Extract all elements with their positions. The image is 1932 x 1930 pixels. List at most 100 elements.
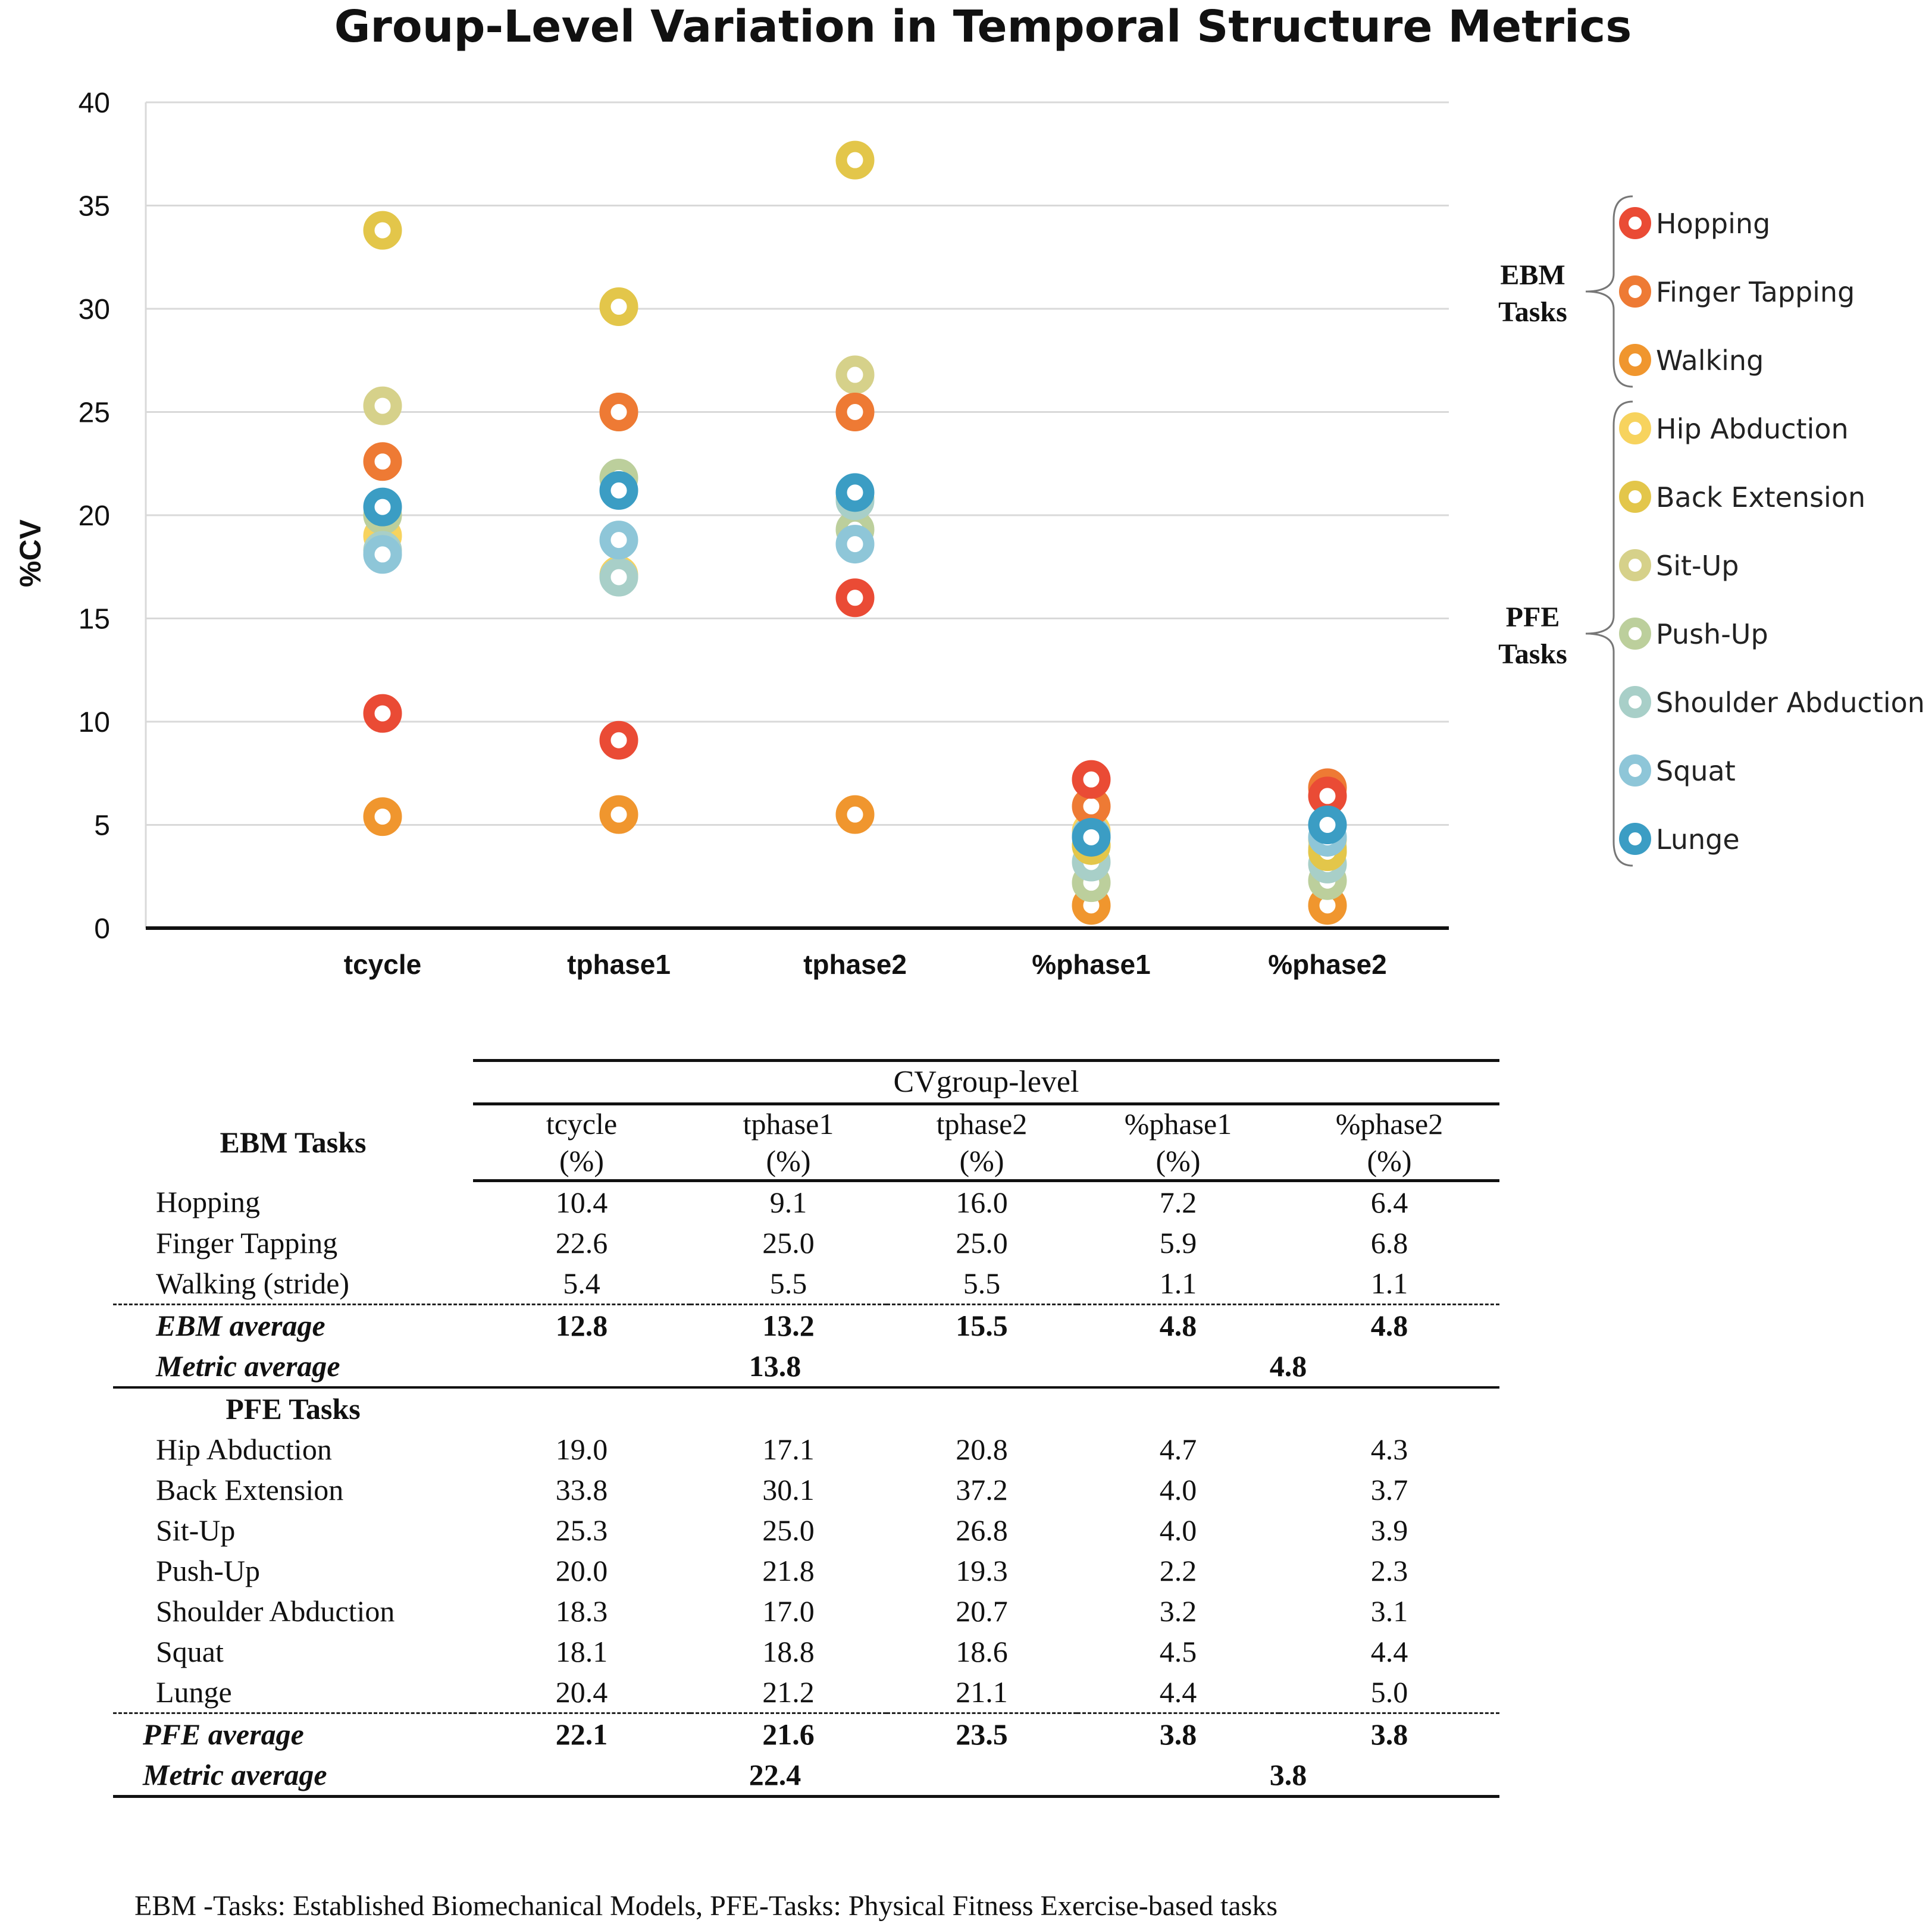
value-cell: 25.0 xyxy=(762,1226,815,1259)
y-tick-label: 15 xyxy=(79,604,110,635)
column-header-name: tphase1 xyxy=(743,1107,834,1141)
value-cell: 19.0 xyxy=(555,1433,608,1466)
row-label: EBM average xyxy=(113,1304,473,1346)
column-header: tphase2 (%) xyxy=(887,1104,1077,1182)
legend-marker xyxy=(1619,275,1651,308)
ebm-average-row: EBM average 12.8 13.2 15.5 4.8 4.8 xyxy=(113,1304,1499,1346)
value-cell: 21.1 xyxy=(956,1675,1008,1709)
row-label: Metric average xyxy=(113,1754,473,1798)
value-cell: 4.7 xyxy=(1159,1433,1197,1466)
row-label: Metric average xyxy=(156,1349,340,1383)
value-cell: 9.1 xyxy=(769,1186,807,1219)
value-cell: 3.2 xyxy=(1159,1594,1197,1628)
row-label: PFE average xyxy=(113,1712,473,1754)
data-point xyxy=(599,557,638,597)
y-tick-label: 25 xyxy=(79,397,110,429)
table-corner-cell xyxy=(113,1061,473,1104)
value-cell: 20.0 xyxy=(555,1554,608,1587)
value-cell: 17.0 xyxy=(762,1594,815,1628)
cv-group-level-table: CVgroup-level EBM Tasks tcycle (%) tphase1 (%… xyxy=(113,1059,1499,1798)
ebm-metric-average-row: Metric average 13.8 4.8 xyxy=(113,1346,1499,1387)
pfe-row: Squat 18.1 18.8 18.6 4.5 4.4 xyxy=(113,1631,1499,1672)
x-category-label: tphase1 xyxy=(567,949,671,980)
legend-label: Sit-Up xyxy=(1656,550,1739,582)
value-cell: 15.5 xyxy=(887,1304,1077,1346)
table-cell xyxy=(473,1386,690,1429)
row-label: Sit-Up xyxy=(156,1514,236,1547)
value-cell: 1.1 xyxy=(1159,1267,1197,1300)
legend-group-label: Tasks xyxy=(1498,638,1567,670)
metric-average-percent: 4.8 xyxy=(1269,1349,1307,1383)
legend-label: Push-Up xyxy=(1656,618,1768,650)
value-cell: 5.5 xyxy=(963,1267,1001,1300)
table-group-header: CVgroup-level xyxy=(473,1059,1499,1105)
row-label: Walking (stride) xyxy=(156,1267,350,1300)
value-cell: 13.2 xyxy=(690,1304,887,1346)
series-lunge xyxy=(363,471,1347,857)
data-point xyxy=(1072,760,1111,799)
pfe-average-row: PFE average 22.1 21.6 23.5 3.8 3.8 xyxy=(113,1712,1499,1754)
data-point xyxy=(599,393,638,431)
value-cell: 17.1 xyxy=(762,1433,815,1466)
value-cell: 3.9 xyxy=(1370,1514,1408,1547)
table-column-header-row: EBM Tasks tcycle (%) tphase1 (%) tphase2 (%) %p… xyxy=(113,1104,1499,1182)
x-category-label: tcycle xyxy=(344,949,421,980)
column-header-unit: (%) xyxy=(1156,1144,1201,1177)
legend-label: Walking xyxy=(1656,344,1764,377)
data-point xyxy=(599,287,638,327)
value-cell: 5.4 xyxy=(563,1267,600,1300)
legend-label: Finger Tapping xyxy=(1656,276,1855,308)
legend-marker xyxy=(1619,344,1651,376)
value-cell: 22.1 xyxy=(473,1712,690,1754)
pfe-row: Hip Abduction 19.0 17.1 20.8 4.7 4.3 xyxy=(113,1429,1499,1470)
row-label: Back Extension xyxy=(156,1473,344,1506)
legend-label: Lunge xyxy=(1656,823,1740,856)
value-cell: 2.2 xyxy=(1159,1554,1197,1587)
value-cell: 12.8 xyxy=(473,1304,690,1346)
legend-label: Back Extension xyxy=(1656,481,1865,513)
legend-marker xyxy=(1619,481,1651,513)
legend-group-label: Tasks xyxy=(1498,296,1567,328)
value-cell: 19.3 xyxy=(956,1554,1008,1587)
value-cell: 2.3 xyxy=(1370,1554,1408,1587)
value-cell: 4.4 xyxy=(1159,1675,1197,1709)
value-cell: 18.8 xyxy=(762,1635,815,1668)
cv-table-container: CVgroup-level EBM Tasks tcycle (%) tphase1 (%… xyxy=(113,1059,1499,1798)
table-cell xyxy=(690,1386,887,1429)
legend-marker xyxy=(1619,412,1651,444)
column-header: tphase1 (%) xyxy=(690,1104,887,1182)
data-point xyxy=(835,393,875,431)
value-cell: 4.8 xyxy=(1077,1304,1279,1346)
pfe-row: Sit-Up 25.3 25.0 26.8 4.0 3.9 xyxy=(113,1510,1499,1550)
column-header-unit: (%) xyxy=(1367,1144,1412,1177)
data-point xyxy=(835,140,875,180)
x-category-labels: tcycle tphase1 tphase2 %phase1 %phase2 xyxy=(344,949,1387,980)
data-point xyxy=(835,795,875,834)
value-cell: 18.3 xyxy=(555,1594,608,1628)
value-cell: 3.8 xyxy=(1279,1712,1499,1754)
value-cell: 4.8 xyxy=(1279,1304,1499,1346)
row-label: Hip Abduction xyxy=(156,1433,332,1466)
value-cell: 25.3 xyxy=(555,1514,608,1547)
legend-marker xyxy=(1619,686,1651,718)
legend-marker xyxy=(1619,823,1651,855)
column-header-name: %phase2 xyxy=(1335,1107,1443,1141)
legend: EBM Tasks Hopping Finger Tapping Walking PFE T… xyxy=(1498,195,1925,867)
row-label: Hopping xyxy=(156,1185,260,1218)
pfe-row: Shoulder Abduction 18.3 17.0 20.7 3.2 3.1 xyxy=(113,1591,1499,1631)
pfe-row: Lunge 20.4 21.2 21.1 4.4 5.0 xyxy=(113,1672,1499,1713)
legend-label: Squat xyxy=(1656,755,1736,787)
data-point xyxy=(363,211,402,250)
data-point xyxy=(1072,817,1111,857)
column-header-unit: (%) xyxy=(766,1144,811,1177)
row-label: Finger Tapping xyxy=(156,1226,338,1259)
data-point xyxy=(599,521,638,560)
metric-average-time: 22.4 xyxy=(473,1754,1077,1798)
data-point xyxy=(599,471,638,510)
ebm-row: Hopping 10.4 9.1 16.0 7.2 6.4 xyxy=(113,1181,1499,1223)
value-cell: 4.0 xyxy=(1159,1473,1197,1506)
value-cell: 33.8 xyxy=(555,1473,608,1506)
value-cell: 16.0 xyxy=(956,1186,1008,1219)
table-footnote: EBM -Tasks: Established Biomechanical Mo… xyxy=(134,1890,1278,1922)
value-cell: 21.2 xyxy=(762,1675,815,1709)
